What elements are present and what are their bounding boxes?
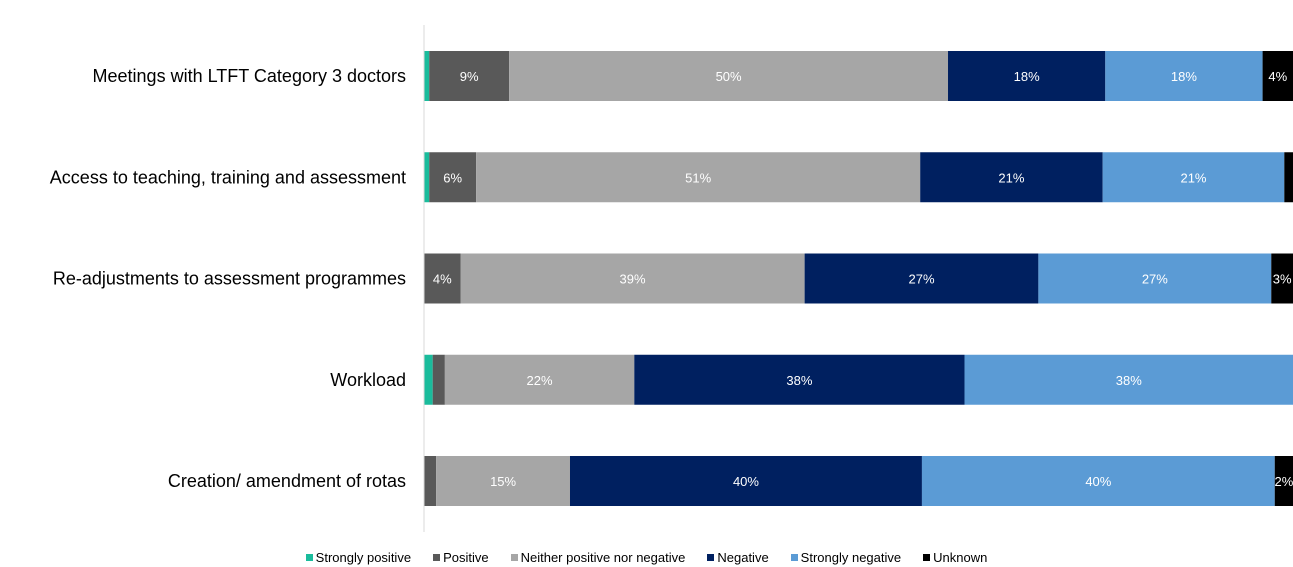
bar-segment xyxy=(509,51,949,101)
data-label: 9% xyxy=(460,69,479,84)
data-label: 21% xyxy=(1180,170,1206,185)
legend-swatch xyxy=(305,553,313,561)
data-label: 50% xyxy=(716,69,742,84)
bar-segment xyxy=(1274,456,1293,506)
bar-segment xyxy=(424,253,461,304)
bar-segment xyxy=(432,354,445,405)
data-label: 22% xyxy=(527,373,553,388)
bar-segment xyxy=(1271,253,1293,304)
data-label: 3% xyxy=(1273,272,1292,287)
legend-label: Strongly negative xyxy=(800,549,902,565)
legend-item: Neither positive nor negative xyxy=(510,549,686,565)
legend-swatch xyxy=(923,553,931,561)
bar-segment xyxy=(569,456,922,506)
category-label: Access to teaching, training and assessm… xyxy=(50,167,406,187)
data-label: 18% xyxy=(1171,69,1197,84)
bar-segment xyxy=(460,253,805,304)
data-label: 39% xyxy=(620,272,646,287)
bar-segment xyxy=(424,354,433,405)
data-label: 40% xyxy=(733,474,759,489)
bar-segment xyxy=(634,354,965,405)
bar-segment xyxy=(424,456,437,506)
bar-segment xyxy=(804,253,1039,304)
bar-segment xyxy=(429,152,477,203)
bar-segment xyxy=(1262,51,1293,101)
bar-segment xyxy=(948,51,1106,101)
data-labels: 9% 50% 18% 18% 4% 6% 51% 21% 21% 4% 39% 27% 27% 3% 22%… xyxy=(433,69,1293,489)
bars xyxy=(424,51,1293,506)
category-label: Workload xyxy=(330,370,406,390)
data-label: 4% xyxy=(433,272,452,287)
bar-segment xyxy=(1102,152,1285,203)
bar-segment xyxy=(1038,253,1272,304)
data-label: 27% xyxy=(1142,272,1168,287)
bar-segment xyxy=(429,51,510,101)
bar-segment xyxy=(444,354,635,405)
legend-swatch xyxy=(510,553,518,561)
data-label: 38% xyxy=(1116,373,1142,388)
legend-label: Neither positive nor negative xyxy=(520,549,686,565)
data-label: 6% xyxy=(443,170,462,185)
category-labels: Meetings with LTFT Category 3 doctors Acc… xyxy=(50,66,406,491)
legend-label: Negative xyxy=(717,549,769,565)
bar-segment xyxy=(424,51,430,101)
legend-swatch xyxy=(433,553,441,561)
bar-segment xyxy=(964,354,1293,405)
legend: Strongly positive Positive Neither positiv… xyxy=(0,547,1293,567)
bar-segment xyxy=(921,456,1275,506)
data-label: 18% xyxy=(1014,69,1040,84)
data-label: 21% xyxy=(998,170,1024,185)
data-label: 27% xyxy=(908,272,934,287)
category-label: Re-adjustments to assessment programmes xyxy=(53,269,406,289)
bar-segment xyxy=(476,152,921,203)
bar-segment xyxy=(436,456,570,506)
bar-segment xyxy=(1105,51,1263,101)
legend-item: Positive xyxy=(433,550,489,565)
legend-swatch xyxy=(790,553,798,561)
data-label: 4% xyxy=(1268,69,1287,84)
bar-segment xyxy=(424,152,430,203)
data-label: 15% xyxy=(490,474,516,489)
legend-label: Strongly positive xyxy=(315,549,412,565)
category-label: Creation/ amendment of rotas xyxy=(168,471,406,491)
legend-label: Positive xyxy=(443,549,489,565)
legend-item: Unknown xyxy=(923,550,987,565)
data-label: 40% xyxy=(1085,474,1111,489)
legend-swatch xyxy=(707,553,715,561)
data-label: 38% xyxy=(786,373,812,388)
legend-item: Negative xyxy=(707,549,769,565)
bar-segment xyxy=(920,152,1103,203)
data-label: 51% xyxy=(685,170,711,185)
category-label: Meetings with LTFT Category 3 doctors xyxy=(93,66,406,86)
legend-item: Strongly positive xyxy=(305,549,412,565)
bar-segment xyxy=(1284,152,1293,203)
data-label: 2% xyxy=(1274,474,1293,489)
legend-label: Unknown xyxy=(933,549,988,565)
legend-item: Strongly negative xyxy=(790,549,902,565)
